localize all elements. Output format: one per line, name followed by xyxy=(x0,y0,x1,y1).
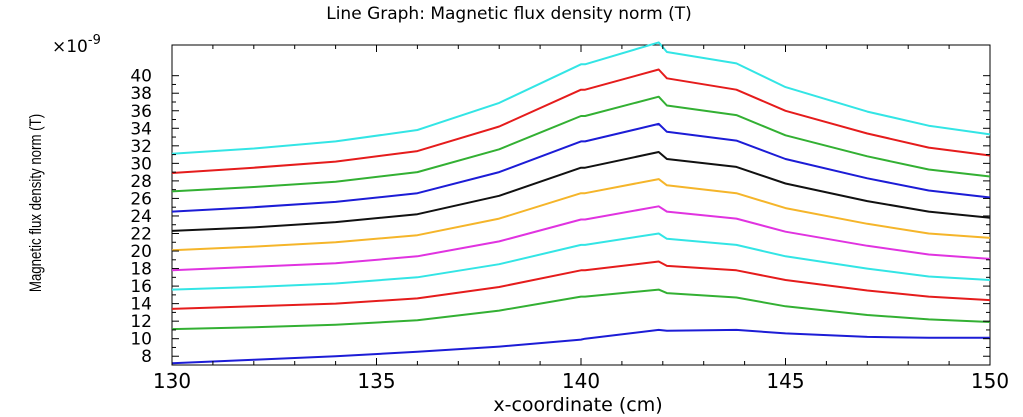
y-tick-label: 28 xyxy=(130,172,152,192)
y-tick-label: 18 xyxy=(130,260,152,280)
x-tick-label: 145 xyxy=(766,369,804,393)
x-axis: 130 135 140 145 150 xyxy=(153,45,1009,393)
y-tick-label: 38 xyxy=(130,84,152,104)
series-line-8 xyxy=(171,122,991,213)
y-tick-label: 40 xyxy=(130,67,152,87)
y-tick-label: 8 xyxy=(141,347,152,367)
y-tick-label: 22 xyxy=(130,224,152,244)
x-tick-label: 135 xyxy=(357,369,395,393)
y-tick-label: 14 xyxy=(130,295,152,315)
series-line-4 xyxy=(171,232,991,291)
y-tick-label: 10 xyxy=(130,330,152,350)
series-line-7 xyxy=(171,151,991,232)
y-tick-label: 32 xyxy=(130,137,152,157)
series-line-11 xyxy=(171,41,991,155)
y-tick-label: 16 xyxy=(130,277,152,297)
chart-title: Line Graph: Magnetic flux density norm (… xyxy=(326,4,692,24)
x-axis-label: x-coordinate (cm) xyxy=(493,394,662,416)
series-line-9 xyxy=(171,95,991,193)
x-tick-label: 140 xyxy=(562,369,600,393)
y-tick-label: 34 xyxy=(130,119,152,139)
series-line-3 xyxy=(171,260,991,310)
series-line-5 xyxy=(171,205,991,272)
series-line-1 xyxy=(171,328,990,365)
y-tick-label: 20 xyxy=(130,242,152,262)
y-tick-label: 24 xyxy=(130,207,152,227)
series-line-2 xyxy=(171,288,991,331)
y-tick-label: 30 xyxy=(130,154,152,174)
y-tick-label: 26 xyxy=(130,189,152,209)
x-tick-label: 150 xyxy=(971,369,1009,393)
y-multiplier-base: ×10 xyxy=(52,37,88,57)
y-multiplier: ×10-9 xyxy=(52,33,101,57)
y-tick-label: 36 xyxy=(130,102,152,122)
y-axis-label: Magnetic flux density norm (T) xyxy=(27,114,46,292)
y-tick-label: 12 xyxy=(130,312,152,332)
series-line-10 xyxy=(171,68,991,174)
y-multiplier-exponent: -9 xyxy=(88,33,101,48)
series-line-6 xyxy=(171,178,991,252)
x-tick-label: 130 xyxy=(153,369,191,393)
series-layer xyxy=(171,41,991,365)
